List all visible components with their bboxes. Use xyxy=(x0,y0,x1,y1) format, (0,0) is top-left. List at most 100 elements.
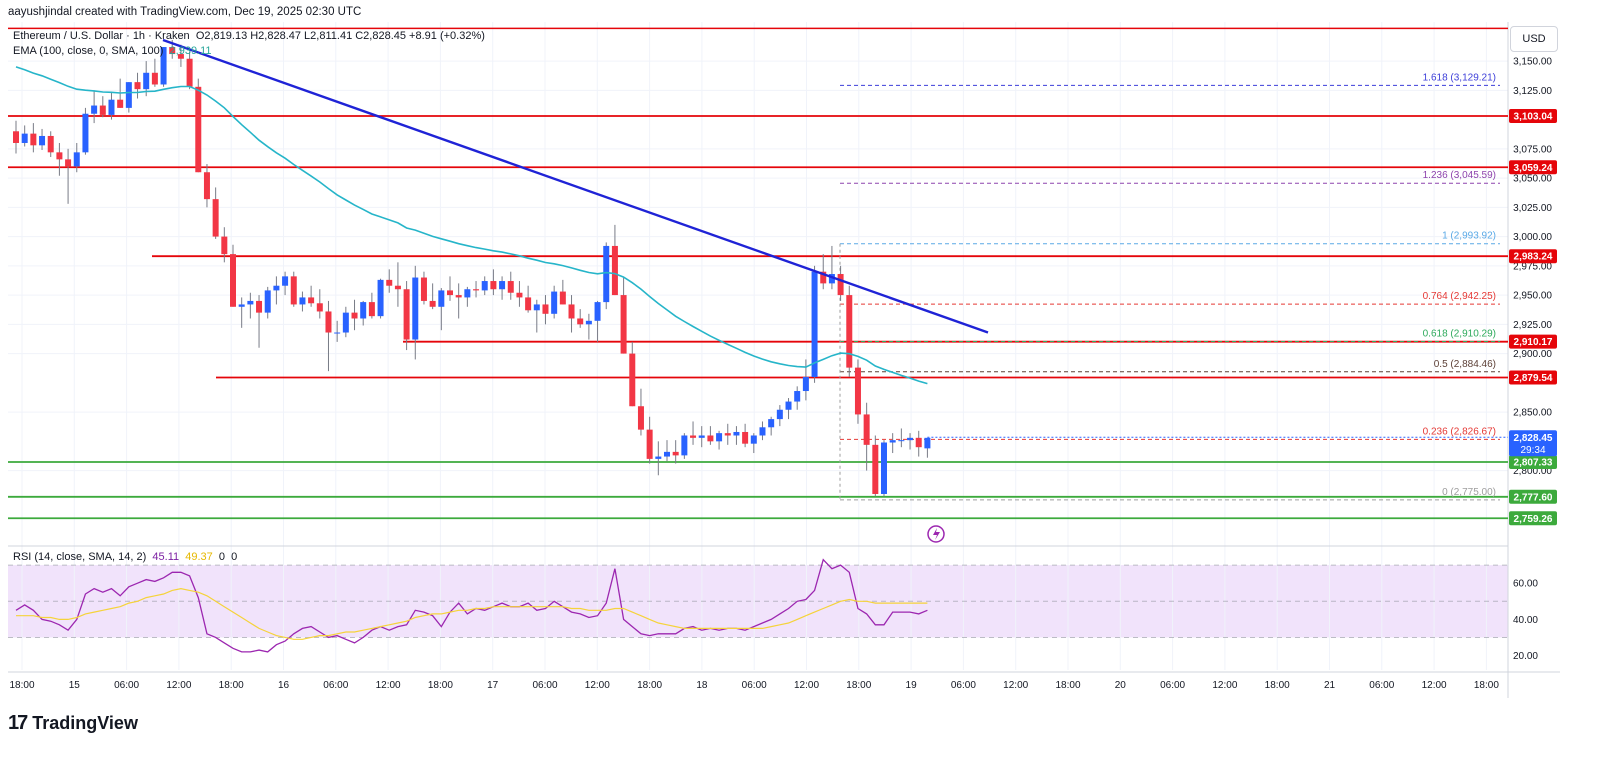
candle-down xyxy=(690,435,697,438)
symbol-legend: Ethereum / U.S. Dollar · 1h · Kraken O2,… xyxy=(13,30,485,42)
countdown-label: 29:34 xyxy=(1520,445,1545,456)
candle-down xyxy=(872,444,879,494)
candle-up xyxy=(238,304,245,307)
candle-up xyxy=(716,433,723,442)
candle-up xyxy=(759,427,766,436)
time-axis-label: 06:00 xyxy=(114,680,139,691)
time-axis-label: 18:00 xyxy=(846,680,871,691)
candle-down xyxy=(177,54,184,59)
candle-up xyxy=(889,440,896,443)
time-axis-label: 21 xyxy=(1324,680,1336,691)
current-price-tag xyxy=(1509,430,1557,457)
time-axis-label: 18:00 xyxy=(1055,680,1080,691)
candle-up xyxy=(924,437,931,449)
candle-up xyxy=(785,401,792,410)
time-axis-label: 18:00 xyxy=(9,680,34,691)
candle-up xyxy=(776,409,783,420)
candle-down xyxy=(646,429,653,459)
candle-down xyxy=(577,318,584,325)
candle-down xyxy=(13,131,19,143)
level-price-label: 2,777.60 xyxy=(1514,492,1553,503)
time-axis-label: 06:00 xyxy=(323,680,348,691)
time-axis-label: 18:00 xyxy=(637,680,662,691)
rsi-axis-label: 40.00 xyxy=(1513,615,1538,626)
candle-up xyxy=(907,437,914,441)
rsi-legend[interactable]: RSI (14, close, SMA, 14, 2) 45.11 49.37 … xyxy=(13,551,237,563)
fib-level-label: 1 (2,993.92) xyxy=(1442,231,1496,242)
candle-down xyxy=(151,72,158,85)
candle-down xyxy=(65,159,72,167)
candle-up xyxy=(733,431,740,436)
price-axis-label: 2,950.00 xyxy=(1513,291,1552,302)
candle-down xyxy=(230,254,236,307)
candle-up xyxy=(264,290,271,313)
level-price-tag xyxy=(1509,109,1557,124)
candle-up xyxy=(881,442,887,494)
ema-legend[interactable]: EMA (100, close, 0, SMA, 100) 2,939.11 xyxy=(13,45,212,57)
candle-up xyxy=(438,290,445,307)
candle-up xyxy=(412,277,419,340)
candle-up xyxy=(73,152,80,167)
candle-up xyxy=(334,332,341,334)
time-axis-label: 18:00 xyxy=(219,680,244,691)
currency-button[interactable]: USD xyxy=(1510,26,1558,52)
candle-up xyxy=(664,451,670,457)
level-price-label: 2,983.24 xyxy=(1514,252,1553,263)
candle-down xyxy=(724,433,731,436)
time-axis-label: 17 xyxy=(487,680,499,691)
symbol-title[interactable]: Ethereum / U.S. Dollar · 1h · Kraken xyxy=(13,30,190,42)
fib-level-label: 0.618 (2,910.29) xyxy=(1423,329,1496,340)
price-axis-label: 2,850.00 xyxy=(1513,408,1552,419)
candle-down xyxy=(308,297,315,304)
level-price-label: 2,807.33 xyxy=(1514,458,1553,469)
price-axis-label: 3,050.00 xyxy=(1513,174,1552,185)
tradingview-logo[interactable]: 17 TradingView xyxy=(8,712,138,735)
candle-down xyxy=(915,437,922,448)
price-axis-label: 2,800.00 xyxy=(1513,466,1552,477)
time-axis-label: 06:00 xyxy=(1160,680,1185,691)
candle-down xyxy=(316,303,323,312)
candle-down xyxy=(429,300,436,307)
candle-down xyxy=(620,295,627,354)
ema-line xyxy=(15,66,928,385)
candle-down xyxy=(403,289,410,340)
candle-down xyxy=(447,290,453,296)
candle-down xyxy=(854,367,861,415)
tradingview-logo-text: TradingView xyxy=(32,713,138,733)
rsi-extra-1: 0 xyxy=(218,551,226,563)
time-axis-label: 12:00 xyxy=(1003,680,1028,691)
fib-level-label: 1.236 (3,045.59) xyxy=(1423,170,1496,181)
price-pane-bg xyxy=(8,22,1508,545)
rsi-label: RSI (14, close, SMA, 14, 2) xyxy=(13,551,147,563)
candle-up xyxy=(342,312,349,333)
rsi-extra-2: 0 xyxy=(231,551,238,563)
candle-down xyxy=(516,292,523,298)
fib-level-label: 1.618 (3,129.21) xyxy=(1423,72,1496,83)
level-price-label: 2,879.54 xyxy=(1514,373,1553,384)
candle-down xyxy=(195,86,202,173)
candle-down xyxy=(368,302,375,317)
candle-up xyxy=(533,304,540,311)
chart-credit: aayushjindal created with TradingView.co… xyxy=(8,6,362,18)
candle-down xyxy=(629,353,636,407)
candle-down xyxy=(525,297,532,311)
candle-down xyxy=(394,285,401,290)
candle-down xyxy=(56,152,63,160)
candle-down xyxy=(117,99,124,108)
price-axis-label: 2,900.00 xyxy=(1513,349,1552,360)
candle-up xyxy=(125,82,132,108)
price-axis-label: 3,075.00 xyxy=(1513,144,1552,155)
level-price-label: 2,910.17 xyxy=(1514,337,1553,348)
candle-down xyxy=(507,281,514,293)
lightning-icon-glyph xyxy=(933,528,940,540)
candle-up xyxy=(750,435,757,444)
candle-down xyxy=(30,133,37,146)
candle-up xyxy=(811,271,818,377)
candle-up xyxy=(360,302,367,319)
candle-down xyxy=(134,82,141,90)
candle-up xyxy=(108,99,115,115)
candle-up xyxy=(377,279,384,317)
candle-up xyxy=(160,47,167,85)
candle-up xyxy=(655,456,662,459)
